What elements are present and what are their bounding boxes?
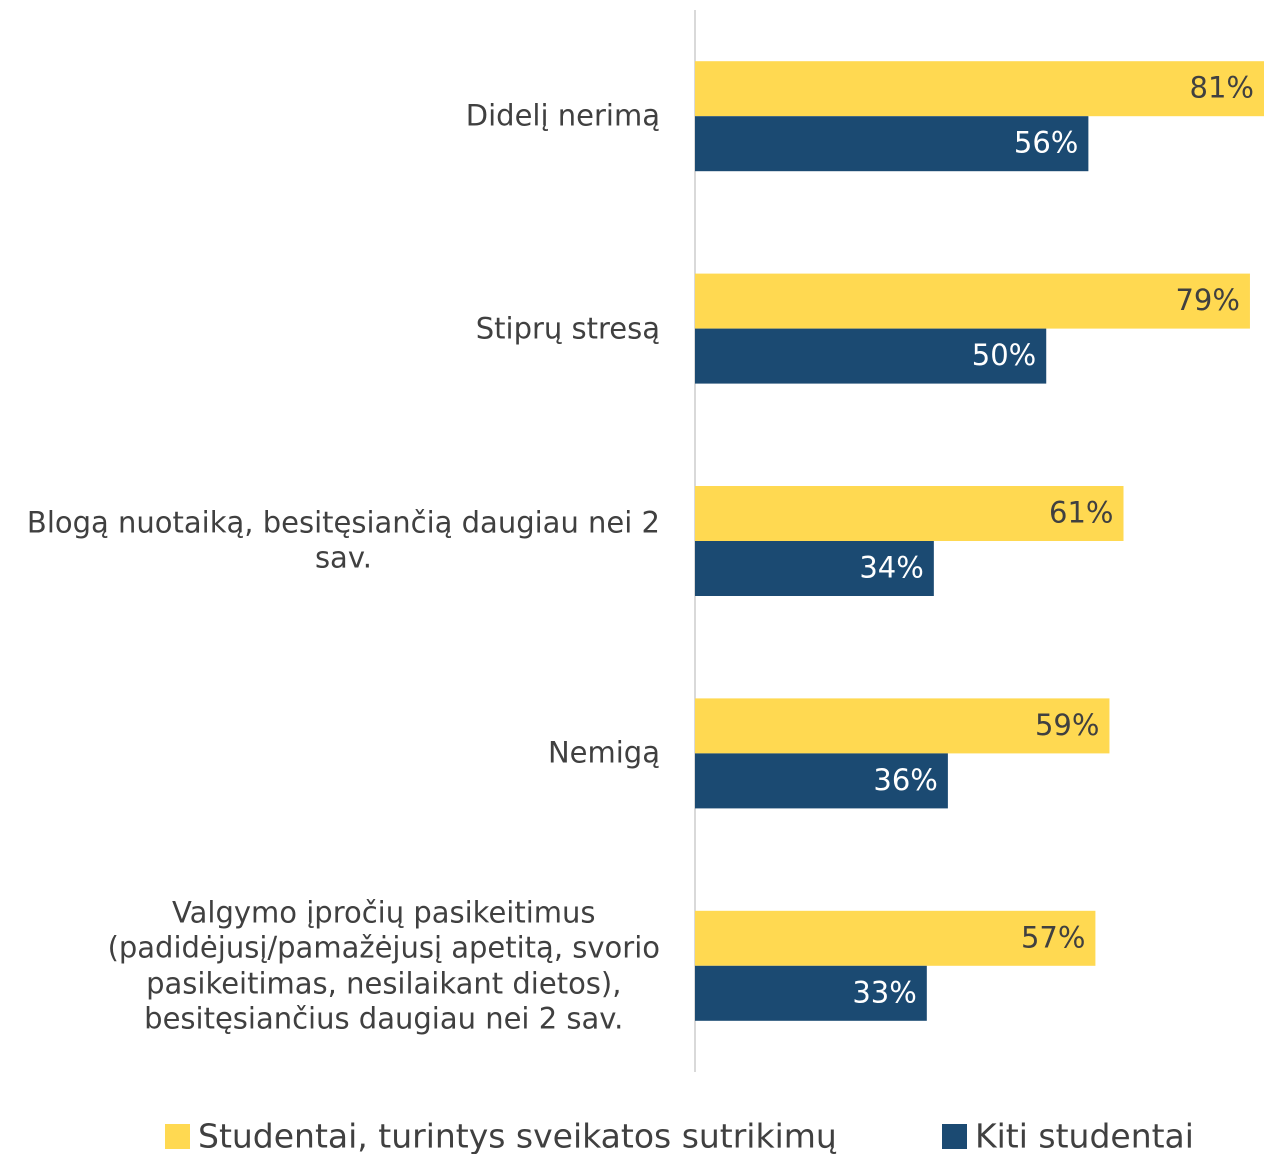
data-label: 59%: [1035, 708, 1099, 742]
bar: [695, 541, 934, 596]
legend-label: Studentai, turintys sveikatos sutrikimų: [198, 1117, 837, 1154]
data-label: 79%: [1175, 283, 1239, 317]
y-tick-label: Blogą nuotaiką, besitęsiančią daugiau ne…: [26, 505, 660, 575]
y-tick-label: Stiprų stresą: [475, 310, 660, 345]
data-label: 50%: [972, 338, 1036, 372]
bar: [695, 61, 1264, 117]
bar: [695, 698, 1110, 754]
data-label: 36%: [873, 763, 937, 797]
category-label-box: Blogą nuotaiką, besitęsiančią daugiau ne…: [27, 506, 660, 577]
category-label-box: Valgymo įpročių pasikeitimus (padidėjusį…: [108, 895, 660, 1037]
bar: [695, 273, 1250, 329]
bar: [695, 328, 1047, 384]
bar: [695, 486, 1124, 541]
legend-swatch: [165, 1124, 190, 1149]
legend-label: Kiti studentai: [975, 1117, 1194, 1154]
category-label-box: Stiprų stresą: [476, 311, 660, 346]
bar: [695, 965, 927, 1021]
bar: [695, 116, 1089, 172]
y-tick-label: Didelį nerimą: [465, 98, 660, 133]
data-label: 81%: [1190, 71, 1254, 105]
y-tick-label: Nemigą: [547, 735, 660, 770]
data-label: 34%: [859, 551, 923, 585]
data-label: 61%: [1049, 496, 1113, 530]
category-label-box: Didelį nerimą: [466, 99, 660, 134]
bar: [695, 910, 1096, 966]
data-label: 57%: [1021, 920, 1085, 954]
bar: [695, 753, 948, 809]
y-tick-label: Valgymo įpročių pasikeitimus (padidėjusį…: [107, 895, 660, 1036]
category-label-box: Nemigą: [548, 736, 660, 771]
data-label: 56%: [1014, 126, 1078, 160]
data-label: 33%: [852, 975, 916, 1009]
legend-swatch: [942, 1124, 967, 1149]
